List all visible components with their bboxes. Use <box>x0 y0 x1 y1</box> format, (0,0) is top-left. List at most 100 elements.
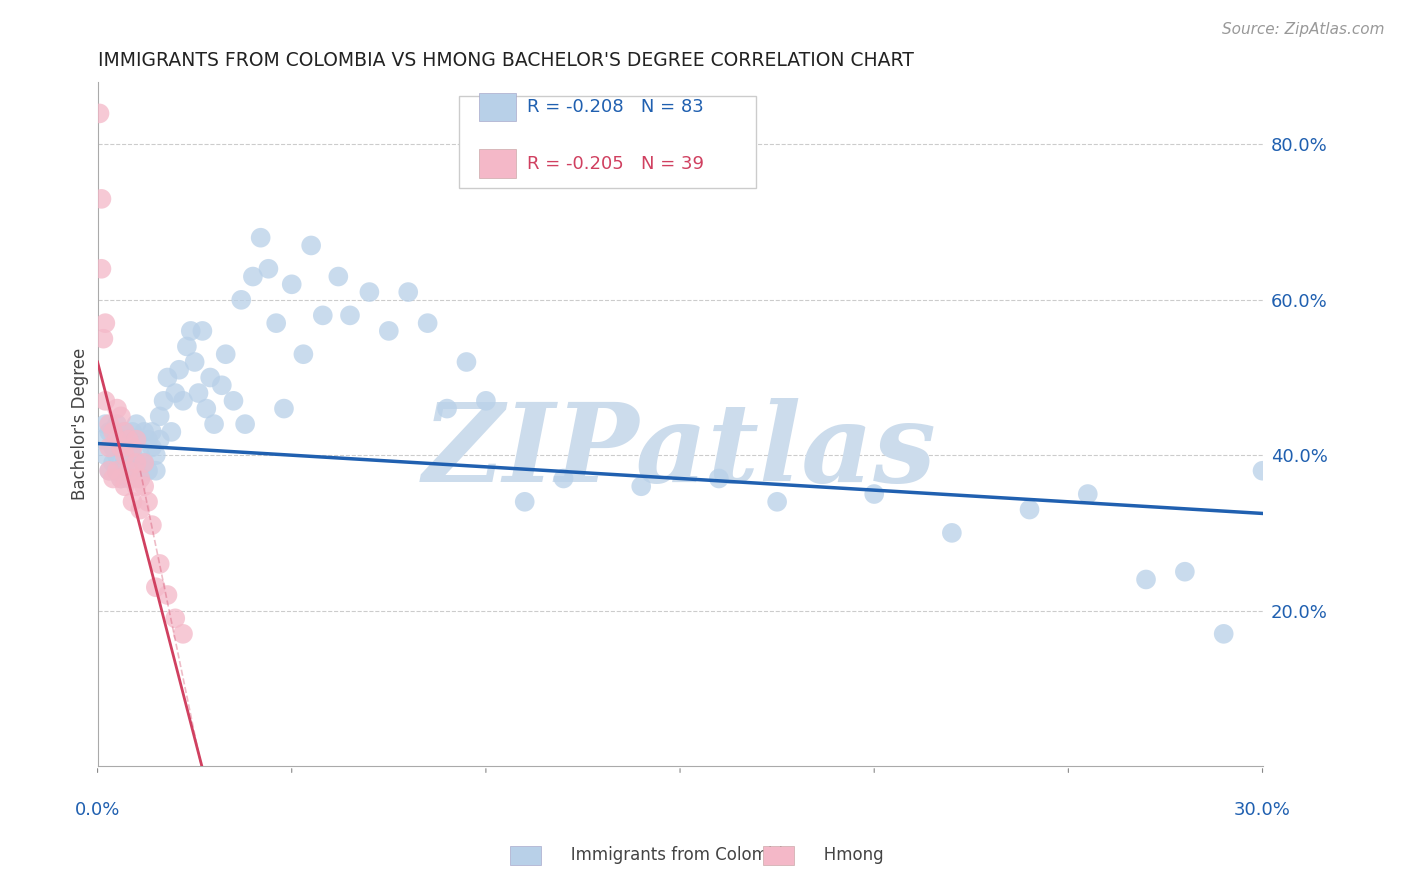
Point <box>198 370 221 384</box>
Point <box>149 409 172 424</box>
Point <box>129 471 152 485</box>
Point <box>141 441 163 455</box>
Point <box>156 370 179 384</box>
Point <box>160 425 183 439</box>
Point <box>475 393 498 408</box>
Point <box>90 192 112 206</box>
Point <box>202 417 225 431</box>
Point <box>125 464 148 478</box>
Point <box>134 456 156 470</box>
Point <box>264 316 287 330</box>
Text: R = -0.205   N = 39: R = -0.205 N = 39 <box>527 154 704 173</box>
Point <box>165 611 187 625</box>
Point <box>121 425 143 439</box>
Point <box>211 378 233 392</box>
Point <box>105 464 128 478</box>
Point <box>98 417 121 431</box>
Point <box>165 386 187 401</box>
Point <box>136 433 159 447</box>
Point <box>101 441 124 455</box>
Text: R = -0.208   N = 83: R = -0.208 N = 83 <box>527 98 704 116</box>
Point <box>105 448 128 462</box>
Point <box>176 339 198 353</box>
Point <box>191 324 214 338</box>
Point <box>436 401 458 416</box>
Point <box>242 269 264 284</box>
Point <box>129 471 152 485</box>
Point <box>183 355 205 369</box>
Point <box>145 448 167 462</box>
Text: Immigrants from Colombia: Immigrants from Colombia <box>555 846 793 863</box>
Point <box>339 309 361 323</box>
Point <box>94 448 117 462</box>
Point <box>94 316 117 330</box>
Point <box>215 347 238 361</box>
Point <box>312 309 335 323</box>
Point <box>105 401 128 416</box>
Point <box>105 433 128 447</box>
Point <box>98 464 121 478</box>
Point <box>110 471 132 485</box>
Point <box>101 425 124 439</box>
Point <box>101 471 124 485</box>
Point <box>110 409 132 424</box>
Point <box>125 479 148 493</box>
Point <box>149 433 172 447</box>
Point <box>280 277 302 292</box>
Point <box>378 324 401 338</box>
Point <box>101 456 124 470</box>
Point <box>121 495 143 509</box>
Point <box>359 285 381 299</box>
Point <box>110 441 132 455</box>
Point <box>1018 502 1040 516</box>
Point <box>105 464 128 478</box>
Bar <box>478 149 516 178</box>
Point <box>941 525 963 540</box>
Point <box>257 261 280 276</box>
Point <box>630 479 652 493</box>
Point <box>1251 464 1274 478</box>
Point <box>396 285 419 299</box>
Text: 30.0%: 30.0% <box>1234 801 1291 819</box>
Point <box>553 471 575 485</box>
Point <box>117 471 139 485</box>
Point <box>707 471 730 485</box>
Point <box>145 580 167 594</box>
Point <box>1174 565 1197 579</box>
Point <box>328 269 350 284</box>
Point <box>231 293 253 307</box>
Point <box>98 464 121 478</box>
Point <box>117 441 139 455</box>
Point <box>195 401 218 416</box>
Point <box>114 479 136 493</box>
Point <box>117 464 139 478</box>
Point <box>110 471 132 485</box>
Point <box>145 464 167 478</box>
FancyBboxPatch shape <box>458 96 756 188</box>
Point <box>141 425 163 439</box>
Point <box>1135 573 1157 587</box>
Point <box>94 417 117 431</box>
Y-axis label: Bachelor's Degree: Bachelor's Degree <box>72 348 89 500</box>
Point <box>172 627 194 641</box>
Point <box>233 417 256 431</box>
Point <box>149 557 172 571</box>
Point <box>292 347 315 361</box>
Text: 0.0%: 0.0% <box>75 801 121 819</box>
Point <box>93 332 115 346</box>
Point <box>94 393 117 408</box>
Point <box>299 238 322 252</box>
Text: Source: ZipAtlas.com: Source: ZipAtlas.com <box>1222 22 1385 37</box>
Point <box>222 393 245 408</box>
Point <box>110 433 132 447</box>
Point <box>121 441 143 455</box>
Point <box>156 588 179 602</box>
Point <box>1077 487 1099 501</box>
Text: Hmong: Hmong <box>808 846 884 863</box>
Point <box>90 433 112 447</box>
Point <box>863 487 886 501</box>
Point <box>167 363 190 377</box>
Point <box>416 316 439 330</box>
Point <box>121 471 143 485</box>
Point <box>513 495 536 509</box>
